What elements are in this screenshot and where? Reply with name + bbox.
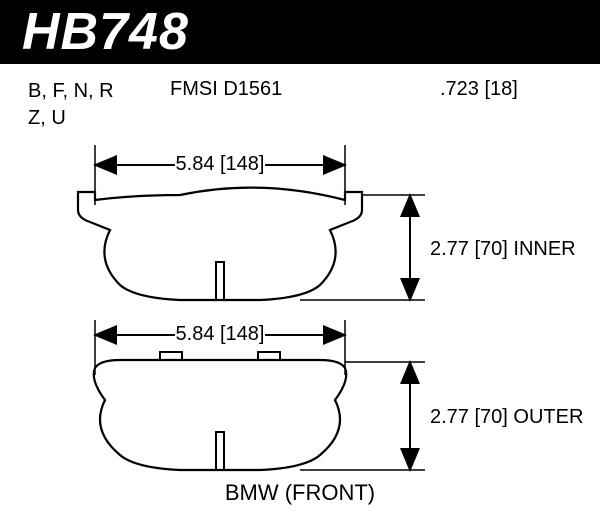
outer-notch-left <box>160 352 182 360</box>
outer-height-label: 2.77 [70] OUTER <box>430 406 583 428</box>
outer-width-label: 5.84 [148] <box>176 323 265 345</box>
outer-wear-slot <box>216 432 224 470</box>
outer-notch-right <box>258 352 280 360</box>
outer-pad-shape <box>94 360 347 470</box>
outer-height-dim: 2.77 [70] OUTER <box>300 362 583 470</box>
pad-diagram: 5.84 [148] 2.77 [70] INNER 5.84 [148] <box>0 0 600 518</box>
inner-pad-shape <box>78 188 362 300</box>
application-label: BMW (FRONT) <box>0 480 600 506</box>
inner-width-label: 5.84 [148] <box>176 153 265 175</box>
inner-height-label: 2.77 [70] INNER <box>430 238 576 260</box>
outer-width-dim: 5.84 [148] <box>95 320 345 375</box>
root: HB748 B, F, N, R Z, U FMSI D1561 .723 [1… <box>0 0 600 518</box>
inner-wear-slot <box>216 262 224 300</box>
inner-height-dim: 2.77 [70] INNER <box>300 195 576 300</box>
